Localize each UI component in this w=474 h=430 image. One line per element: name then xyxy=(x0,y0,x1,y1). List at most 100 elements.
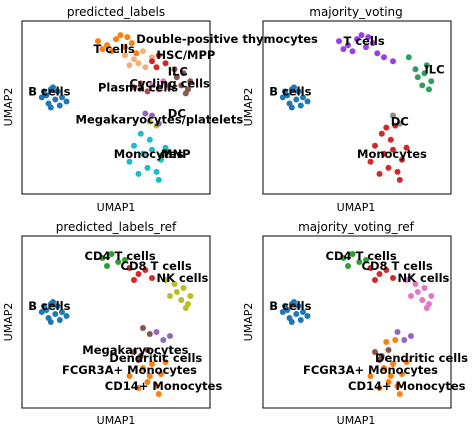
point-cd14-monocytes xyxy=(153,383,160,389)
point-b-cells xyxy=(291,84,297,91)
point-b-cells xyxy=(56,317,63,323)
point-monocytes xyxy=(383,124,390,131)
cluster-label: Double-positive thymocytes xyxy=(136,32,318,46)
point-plasma-cells xyxy=(137,80,144,87)
point-b-cells xyxy=(297,317,304,323)
point-cd8-t-cells xyxy=(149,275,155,281)
point-b-cells xyxy=(54,303,61,309)
panel-title: majority_voting_ref xyxy=(298,220,415,234)
point-b-cells xyxy=(282,303,288,309)
point-b-cells xyxy=(56,102,63,109)
point-b-cells xyxy=(300,309,306,315)
point-double-positive-thymocytes xyxy=(108,48,115,55)
point-monocytes xyxy=(378,130,385,137)
point-cd14-monocytes xyxy=(149,361,155,367)
point-ilc xyxy=(419,82,426,89)
point-double-positive-thymocytes xyxy=(133,50,140,57)
point-b-cells xyxy=(304,313,311,319)
point-t-cells xyxy=(381,54,387,61)
point-ilc xyxy=(405,54,412,61)
panel-majority-voting: majority_voting UMAP1 UMAP2 T cells ILC B … xyxy=(242,5,452,214)
point-nk-cells xyxy=(414,289,421,295)
point-b-cells xyxy=(38,94,45,101)
point-cd4-t-cells xyxy=(345,263,351,269)
point-monocytes xyxy=(403,144,410,151)
point-cd14-monocytes xyxy=(162,359,169,365)
point-dc xyxy=(155,120,162,127)
point-nk-cells xyxy=(412,281,419,287)
y-axis-label: UMAP2 xyxy=(2,303,15,342)
point-cd8-t-cells xyxy=(135,271,142,277)
point-ilc xyxy=(412,66,419,73)
panel-predicted-labels: predicted_labels UMAP1 UMAP2 Double-posi… xyxy=(2,5,318,214)
point-monocytes xyxy=(396,176,403,183)
cluster-label: FCGR3A+ Monocytes xyxy=(62,363,197,377)
point-cd4-t-cells xyxy=(363,257,369,263)
point-nk-cells xyxy=(171,281,178,287)
cluster-label: NK cells xyxy=(157,271,209,285)
point-cd14-monocytes xyxy=(158,371,164,377)
point-dc xyxy=(396,120,403,127)
cluster-label: CD8 T cells xyxy=(362,259,433,273)
point-cd14-monocytes xyxy=(385,379,392,385)
point-dendritic-cells xyxy=(401,337,408,343)
point-cd8-t-cells xyxy=(131,277,137,283)
point-megakaryocytes xyxy=(140,325,146,331)
point-hsc-mpp xyxy=(155,52,162,59)
point-cd4-t-cells xyxy=(349,251,356,257)
point-double-positive-thymocytes xyxy=(113,36,119,43)
point-double-positive-thymocytes xyxy=(117,32,124,39)
point-fcgr3a-monocytes xyxy=(144,347,151,353)
cluster-label: B cells xyxy=(269,84,311,98)
point-cd14-monocytes xyxy=(403,359,410,365)
point-ilc xyxy=(428,78,435,85)
plot-frame xyxy=(21,20,211,195)
cluster-label: T cells xyxy=(94,42,135,56)
point-b-cells xyxy=(293,311,300,317)
point-nk-cells xyxy=(173,289,180,295)
point-cd14-monocytes xyxy=(144,379,151,385)
point-nk-cells xyxy=(180,285,187,291)
point-b-cells xyxy=(50,84,56,91)
point-plasma-cells xyxy=(144,88,151,95)
cluster-labels: T cells ILC B cells DC Monocytes xyxy=(269,34,444,161)
point-cd8-t-cells xyxy=(376,271,383,277)
point-b-cells xyxy=(41,88,47,95)
point-monocytes xyxy=(140,150,146,157)
point-b-cells xyxy=(279,309,286,315)
point-cd14-monocytes xyxy=(399,371,405,377)
point-ilc xyxy=(187,78,194,85)
point-cd14-monocytes xyxy=(146,373,153,379)
point-cd8-t-cells xyxy=(126,265,133,271)
point-t-cells xyxy=(358,32,365,39)
point-t-cells xyxy=(349,48,356,55)
point-cd14-monocytes xyxy=(367,373,374,379)
point-ilc xyxy=(421,70,428,77)
point-nk-cells xyxy=(408,293,414,299)
point-b-cells xyxy=(291,299,297,305)
point-b-cells xyxy=(41,303,47,309)
point-ilc xyxy=(180,70,187,77)
cluster-label: B cells xyxy=(28,299,70,313)
point-nk-cells xyxy=(182,305,189,311)
point-megakaryocytes-platelets xyxy=(146,118,153,125)
panel-title: predicted_labels_ref xyxy=(56,220,177,234)
cluster-label: ILC xyxy=(425,62,445,76)
point-nk-cells xyxy=(187,293,194,299)
point-fcgr3a-monocytes xyxy=(372,349,378,355)
point-b-cells xyxy=(295,88,302,95)
point-fcgr3a-monocytes xyxy=(376,357,383,363)
point-b-cells xyxy=(293,96,300,103)
y-axis-label: UMAP2 xyxy=(242,88,255,127)
plot-frame xyxy=(262,20,452,195)
cluster-label: Monocytes xyxy=(357,147,427,161)
cluster-label: DC xyxy=(391,115,409,129)
point-nk-cells xyxy=(167,293,173,299)
point-t-cells xyxy=(354,36,360,43)
panel-title: majority_voting xyxy=(309,5,403,19)
point-b-cells xyxy=(54,88,61,95)
